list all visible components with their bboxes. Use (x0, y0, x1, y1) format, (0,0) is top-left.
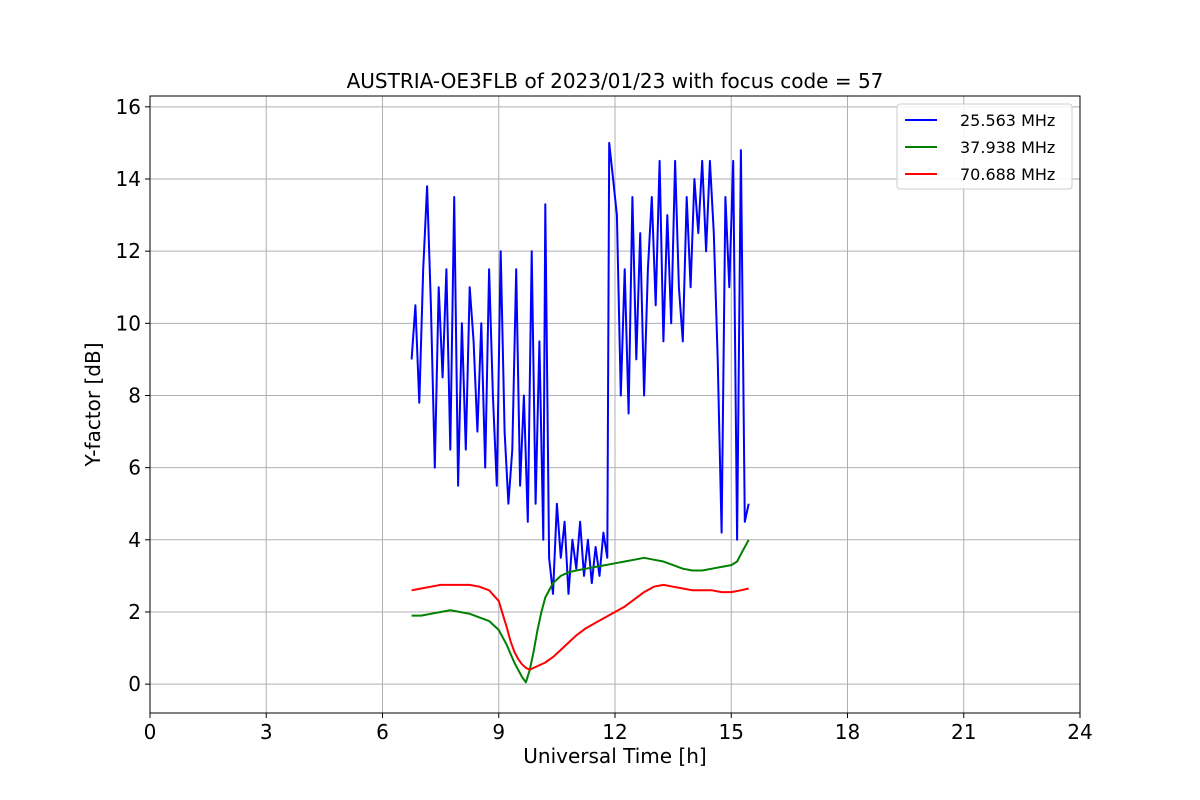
y-tick-label: 16 (116, 95, 141, 119)
x-tick-label: 18 (835, 720, 860, 744)
y-tick-label: 4 (128, 528, 141, 552)
series-line-1 (410, 141, 750, 595)
x-tick-label: 24 (1067, 720, 1092, 744)
y-tick-label: 12 (116, 239, 141, 263)
x-tick-label: 21 (951, 720, 976, 744)
y-tick-label: 10 (116, 311, 141, 335)
legend-box (896, 103, 1073, 190)
x-tick-label: 9 (492, 720, 505, 744)
legend: 25.563 MHz 37.938 MHz 70.688 MHz (896, 103, 1073, 190)
x-tick-label: 3 (260, 720, 273, 744)
y-tick-label: 2 (128, 600, 141, 624)
series-line-3 (411, 583, 749, 671)
y-tick-label: 0 (128, 672, 141, 696)
legend-label-3: 70.688 MHz (960, 165, 1055, 184)
y-tick-label: 14 (116, 167, 141, 191)
x-tick-label: 15 (719, 720, 744, 744)
y-tick-label: 6 (128, 456, 141, 480)
plot-lines (410, 141, 750, 684)
chart-title: AUSTRIA-OE3FLB of 2023/01/23 with focus … (347, 69, 884, 93)
x-tick-label: 12 (602, 720, 627, 744)
x-axis-label: Universal Time [h] (523, 744, 706, 768)
x-tick-label: 0 (144, 720, 157, 744)
y-axis-label: Y-factor [dB] (81, 342, 105, 467)
x-tick-label: 6 (376, 720, 389, 744)
y-tick-label: 8 (128, 383, 141, 407)
series-line-2 (411, 539, 750, 684)
x-axis: 0 3 6 9 12 15 18 21 24 (144, 713, 1093, 744)
y-axis: 0 2 4 6 8 10 12 14 16 (116, 95, 150, 696)
legend-label-1: 25.563 MHz (960, 111, 1055, 130)
legend-label-2: 37.938 MHz (960, 138, 1055, 157)
